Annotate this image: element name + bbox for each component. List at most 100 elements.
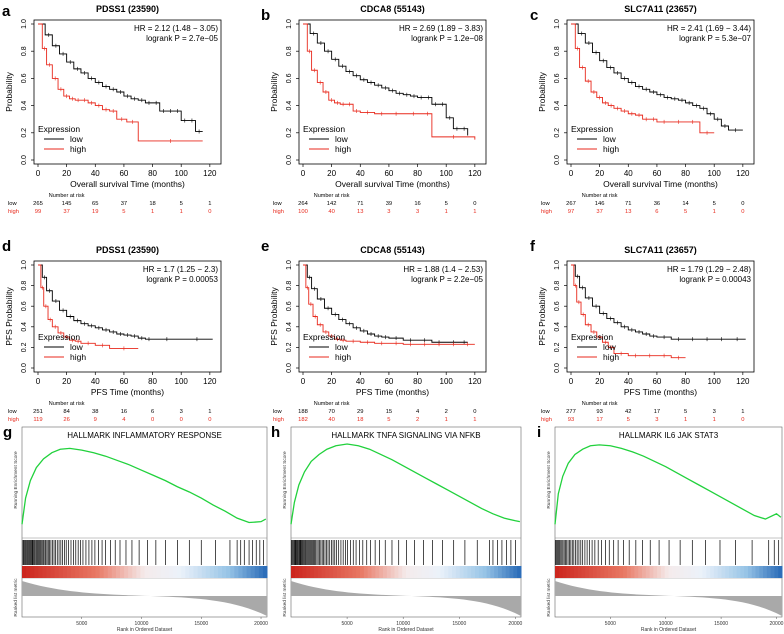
rank-heat-segment	[444, 566, 449, 578]
rank-heat-segment	[314, 566, 319, 578]
rank-heat-segment	[367, 566, 372, 578]
y-tick-label: 0.6	[286, 301, 293, 311]
logrank-p-text: logrank P = 0.00043	[679, 275, 751, 284]
risk-value: 0	[151, 417, 154, 423]
rank-heat-segment	[763, 566, 768, 578]
rank-heat-segment	[740, 566, 745, 578]
risk-value: 145	[62, 201, 72, 207]
risk-value: 3	[387, 209, 390, 215]
rank-heat-segment	[619, 566, 624, 578]
risk-value: 16	[121, 409, 127, 415]
risk-value: 182	[298, 417, 308, 423]
rank-heat-segment	[254, 566, 260, 578]
rank-heat-segment	[222, 566, 227, 578]
y-tick-label: 0.8	[286, 281, 293, 291]
rank-heat-segment	[566, 566, 571, 578]
x-tick-label: 120	[203, 169, 217, 178]
x-tick-label: 0	[569, 169, 574, 178]
risk-value: 71	[357, 201, 363, 207]
gsea-title: HALLMARK INFLAMMATORY RESPONSE	[67, 431, 222, 440]
rank-heat-segment	[607, 566, 613, 578]
rank-heat-segment	[747, 566, 753, 578]
legend-title: Expression	[303, 332, 345, 342]
survival-curve-low	[38, 264, 213, 340]
rank-heat-segment	[209, 566, 215, 578]
risk-value: 99	[35, 209, 41, 215]
legend-label-low: low	[603, 342, 617, 352]
enrichment-score-curve	[554, 444, 782, 525]
risk-value: 1	[445, 209, 448, 215]
rank-heat-segment	[471, 566, 476, 578]
x-axis-label: Rank in Ordered Dataset	[378, 627, 434, 633]
logrank-p-text: logrank P = 1.2e−08	[411, 34, 483, 43]
rank-heat-segment	[676, 566, 681, 578]
rank-heat-segment	[298, 566, 303, 578]
hazard-ratio-text: HR = 1.7 (1.25 − 2.3)	[143, 265, 218, 274]
plot-frame	[566, 260, 755, 373]
rank-heat-segment	[611, 566, 617, 578]
risk-value: 40	[328, 417, 334, 423]
y-tick-label: 0.2	[21, 128, 28, 138]
rank-heat-segment	[140, 566, 145, 578]
risk-value: 1	[473, 417, 476, 423]
y-tick-label: 0.4	[21, 101, 28, 111]
risk-value: 3	[180, 409, 183, 415]
rank-heat-segment	[592, 566, 598, 578]
rank-heat-segment	[436, 566, 441, 578]
survival-curve-low	[303, 264, 468, 343]
x-tick-label: 100	[440, 377, 454, 386]
logrank-p-text: logrank P = 0.00053	[146, 275, 218, 284]
rank-heat-segment	[683, 566, 688, 578]
logrank-p-text: logrank P = 5.3e−07	[679, 34, 751, 43]
x-tick-label: 100	[175, 169, 189, 178]
rank-heat-segment	[505, 566, 510, 578]
x-tick-label: 20	[62, 377, 71, 386]
legend-label-high: high	[603, 352, 619, 362]
y-tick-label: 1.0	[286, 19, 293, 29]
risk-value: 0	[180, 417, 183, 423]
x-tick-label: 40	[91, 377, 100, 386]
rank-heat-segment	[120, 566, 125, 578]
x-axis-label: Rank in Ordered Dataset	[117, 627, 173, 633]
risk-value: 9	[94, 417, 97, 423]
x-tick-label: 40	[624, 377, 633, 386]
rank-heat-segment	[679, 566, 685, 578]
x-tick-label: 100	[708, 169, 722, 178]
risk-value: 26	[63, 417, 69, 423]
risk-value: 142	[327, 201, 337, 207]
rank-heat-segment	[672, 566, 677, 578]
gsea-frame	[554, 426, 783, 618]
risk-value: 42	[625, 409, 631, 415]
rank-heat-segment	[417, 566, 422, 578]
risk-value: 1	[473, 209, 476, 215]
risk-value: 1	[151, 209, 154, 215]
rank-heat-segment	[250, 566, 256, 578]
rank-heat-segment	[467, 566, 472, 578]
rank-heat-segment	[317, 566, 323, 578]
risk-value: 4	[416, 409, 420, 415]
rank-heat-segment	[144, 566, 150, 578]
rank-heat-segment	[653, 566, 658, 578]
rank-heat-segment	[494, 566, 499, 578]
x-tick-label: 80	[148, 377, 157, 386]
y-tick-label: 0.8	[21, 281, 28, 291]
rank-heat-segment	[83, 566, 88, 578]
y-tick-label: 1.0	[21, 260, 28, 270]
rank-heat-segment	[310, 566, 315, 578]
rank-heat-segment	[615, 566, 620, 578]
x-tick-label: 60	[384, 377, 393, 386]
rank-heat-segment	[478, 566, 484, 578]
chart-title: SLC7A11 (23657)	[624, 245, 697, 255]
rank-heat-segment	[181, 566, 186, 578]
risk-value: 1	[208, 201, 211, 207]
risk-value: 0	[208, 417, 211, 423]
risk-row-label: high	[8, 209, 19, 215]
gsea-panel-i: i HALLMARK IL6 JAK STAT3 5000 10000 15000 200…	[537, 424, 784, 633]
rank-heat-segment	[755, 566, 760, 578]
rank-heat-segment	[570, 566, 575, 578]
rank-heat-segment	[238, 566, 243, 578]
x-tick-label: 0	[36, 377, 41, 386]
y-tick-label: 1.0	[21, 19, 28, 29]
rank-heat-segment	[79, 566, 84, 578]
survival-curve-high	[571, 264, 686, 359]
